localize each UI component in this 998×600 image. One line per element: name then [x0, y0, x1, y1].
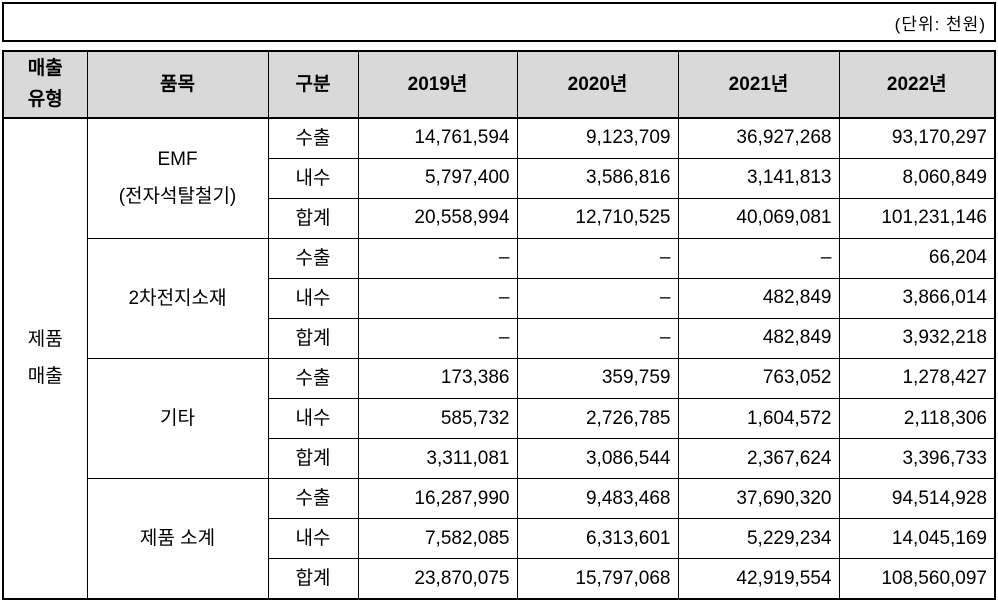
value-cell: 7,582,085 — [357, 518, 518, 560]
header-row: 매출 유형 품목 구분 2019년 2020년 2021년 2022년 — [2, 50, 996, 119]
category-cell: 수출 — [267, 117, 359, 159]
value-cell: 6,313,601 — [516, 518, 679, 560]
table-row: 제품 매출 EMF (전자석탈철기) 수출 14,761,594 9,123,7… — [2, 117, 996, 600]
value-cell: 173,386 — [357, 357, 518, 400]
header-year-2022: 2022년 — [838, 50, 996, 119]
table-row: 내수 – – 482,849 3,866,014 — [3, 277, 996, 319]
value-cell: 12,710,525 — [516, 197, 679, 239]
header-sales-type: 매출 유형 — [2, 50, 88, 119]
value-cell: 42,919,554 — [677, 558, 840, 600]
value-cell: 108,560,097 — [838, 558, 996, 600]
value-cell: 66,204 — [838, 237, 996, 279]
unit-note: (단위: 천원) — [2, 2, 996, 42]
value-cell: 9,123,709 — [516, 117, 679, 159]
sales-type-cell: 제품 매출 — [2, 117, 88, 600]
value-cell: 23,870,075 — [357, 558, 518, 600]
item-cell-subtotal: 제품 소계 — [86, 478, 269, 600]
value-cell: 40,069,081 — [677, 197, 840, 239]
sales-table: 매출 유형 품목 구분 2019년 2020년 2021년 2022년 제품 매… — [2, 50, 996, 600]
table-row: 합계 – – 482,849 3,932,218 — [3, 317, 996, 359]
value-cell: 5,229,234 — [677, 518, 840, 560]
value-cell: 482,849 — [677, 277, 840, 319]
category-cell: 합계 — [267, 317, 359, 359]
value-cell: 3,866,014 — [838, 277, 996, 319]
value-cell: 16,287,990 — [357, 478, 518, 520]
category-cell: 내수 — [267, 398, 359, 440]
item-cell-battery: 2차전지소재 — [86, 237, 269, 359]
category-cell: 내수 — [267, 277, 359, 319]
value-cell: 2,118,306 — [838, 398, 996, 440]
category-cell: 합계 — [267, 438, 359, 480]
value-cell: 94,514,928 — [838, 478, 996, 520]
value-cell: 9,483,468 — [516, 478, 679, 520]
category-cell: 내수 — [267, 518, 359, 560]
value-cell: 2,367,624 — [677, 438, 840, 480]
header-year-2020: 2020년 — [516, 50, 679, 119]
header-category: 구분 — [267, 50, 359, 119]
value-cell: 3,141,813 — [677, 157, 840, 199]
header-year-2019: 2019년 — [357, 50, 518, 119]
value-cell: 3,932,218 — [838, 317, 996, 359]
value-cell: 37,690,320 — [677, 478, 840, 520]
value-cell: 359,759 — [516, 357, 679, 400]
value-cell: 585,732 — [357, 398, 518, 440]
value-cell: – — [516, 237, 679, 279]
table-row: 2차전지소재 수출 – – – 66,204 — [3, 237, 996, 359]
category-cell: 합계 — [267, 197, 359, 239]
item-cell-emf: EMF (전자석탈철기) — [86, 117, 269, 239]
value-cell: – — [357, 237, 518, 279]
value-cell: 14,761,594 — [357, 117, 518, 159]
table-row: 내수 5,797,400 3,586,816 3,141,813 8,060,8… — [3, 157, 996, 199]
value-cell: 93,170,297 — [838, 117, 996, 159]
category-cell: 내수 — [267, 157, 359, 199]
value-cell: 3,086,544 — [516, 438, 679, 480]
category-cell: 수출 — [267, 478, 359, 520]
value-cell: 101,231,146 — [838, 197, 996, 239]
table-row: 내수 585,732 2,726,785 1,604,572 2,118,306 — [3, 398, 996, 440]
value-cell: 3,311,081 — [357, 438, 518, 480]
value-cell: – — [677, 237, 840, 279]
category-cell: 수출 — [267, 237, 359, 279]
value-cell: – — [516, 317, 679, 359]
table-row: 내수 7,582,085 6,313,601 5,229,234 14,045,… — [3, 518, 996, 560]
value-cell: 1,278,427 — [838, 357, 996, 400]
category-cell: 합계 — [267, 558, 359, 600]
value-cell: 20,558,994 — [357, 197, 518, 239]
value-cell: 482,849 — [677, 317, 840, 359]
value-cell: 8,060,849 — [838, 157, 996, 199]
value-cell: 5,797,400 — [357, 157, 518, 199]
value-cell: 3,396,733 — [838, 438, 996, 480]
table-row: 합계 3,311,081 3,086,544 2,367,624 3,396,7… — [3, 438, 996, 480]
table-row: 제품 소계 수출 16,287,990 9,483,468 37,690,320… — [3, 478, 996, 600]
value-cell: – — [516, 277, 679, 319]
value-cell: 15,797,068 — [516, 558, 679, 600]
value-cell: 3,586,816 — [516, 157, 679, 199]
value-cell: 1,604,572 — [677, 398, 840, 440]
header-year-2021: 2021년 — [677, 50, 840, 119]
table-row: 기타 수출 173,386 359,759 763,052 1,278,427 — [3, 357, 996, 480]
value-cell: – — [357, 277, 518, 319]
unit-note-label: (단위: 천원) — [894, 14, 986, 34]
value-cell: 2,726,785 — [516, 398, 679, 440]
header-item: 품목 — [86, 50, 269, 119]
value-cell: 36,927,268 — [677, 117, 840, 159]
item-cell-other: 기타 — [86, 357, 269, 480]
value-cell: 14,045,169 — [838, 518, 996, 560]
value-cell: – — [357, 317, 518, 359]
category-cell: 수출 — [267, 357, 359, 400]
value-cell: 763,052 — [677, 357, 840, 400]
table-row: 합계 20,558,994 12,710,525 40,069,081 101,… — [3, 197, 996, 239]
